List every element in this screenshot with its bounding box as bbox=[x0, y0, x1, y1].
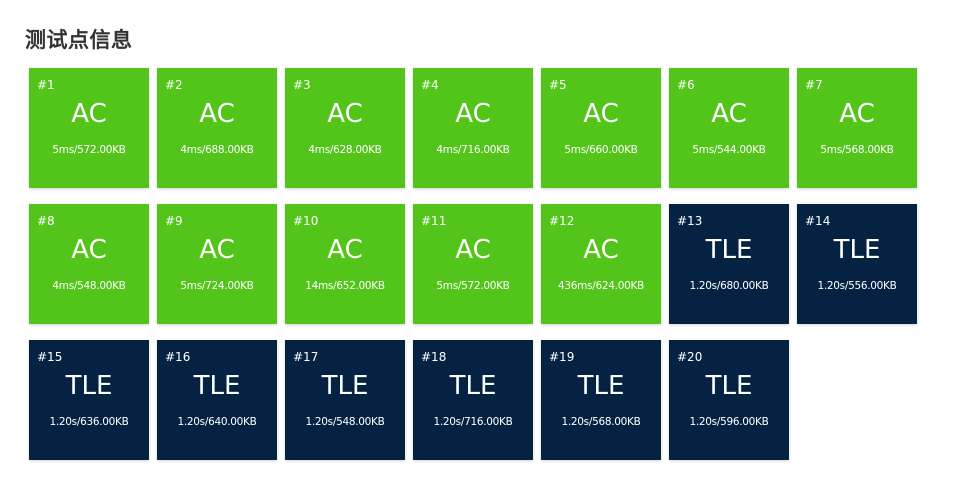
testcase-resources: 5ms/572.00KB bbox=[52, 144, 126, 156]
testcase-resources: 4ms/688.00KB bbox=[180, 144, 254, 156]
testcase-status: TLE bbox=[833, 235, 881, 265]
testcase-tile[interactable]: #8 AC 4ms/548.00KB bbox=[29, 204, 149, 324]
testcase-status: AC bbox=[455, 99, 491, 129]
testcase-resources: 4ms/716.00KB bbox=[436, 144, 510, 156]
testcase-number: #8 bbox=[37, 214, 55, 228]
testcase-resources: 1.20s/556.00KB bbox=[817, 280, 897, 292]
section-title: 测试点信息 bbox=[25, 28, 133, 52]
testcase-resources: 4ms/628.00KB bbox=[308, 144, 382, 156]
testcase-number: #18 bbox=[421, 350, 447, 364]
testcase-status: AC bbox=[839, 99, 875, 129]
testcase-status: AC bbox=[199, 235, 235, 265]
testcase-resources: 1.20s/548.00KB bbox=[305, 416, 385, 428]
testcase-resources: 4ms/548.00KB bbox=[52, 280, 126, 292]
testcase-resources: 5ms/544.00KB bbox=[692, 144, 766, 156]
testcase-number: #6 bbox=[677, 78, 695, 92]
testcase-status: AC bbox=[327, 99, 363, 129]
testcase-tile[interactable]: #19 TLE 1.20s/568.00KB bbox=[541, 340, 661, 460]
testcase-status: TLE bbox=[321, 371, 369, 401]
testcase-status: TLE bbox=[449, 371, 497, 401]
testcase-status: TLE bbox=[65, 371, 113, 401]
testcase-resources: 1.20s/636.00KB bbox=[49, 416, 129, 428]
testcase-number: #17 bbox=[293, 350, 319, 364]
testcase-resources: 1.20s/640.00KB bbox=[177, 416, 257, 428]
testcase-number: #12 bbox=[549, 214, 575, 228]
testcase-tile[interactable]: #20 TLE 1.20s/596.00KB bbox=[669, 340, 789, 460]
testcase-tile[interactable]: #6 AC 5ms/544.00KB bbox=[669, 68, 789, 188]
testcase-tile[interactable]: #16 TLE 1.20s/640.00KB bbox=[157, 340, 277, 460]
testcase-number: #15 bbox=[37, 350, 63, 364]
testcase-number: #2 bbox=[165, 78, 183, 92]
testcase-tile[interactable]: #4 AC 4ms/716.00KB bbox=[413, 68, 533, 188]
testcase-number: #20 bbox=[677, 350, 703, 364]
testcase-number: #7 bbox=[805, 78, 823, 92]
testcase-number: #5 bbox=[549, 78, 567, 92]
testcase-tile[interactable]: #13 TLE 1.20s/680.00KB bbox=[669, 204, 789, 324]
testcase-status: AC bbox=[583, 235, 619, 265]
testcase-tile[interactable]: #17 TLE 1.20s/548.00KB bbox=[285, 340, 405, 460]
testcase-tile[interactable]: #14 TLE 1.20s/556.00KB bbox=[797, 204, 917, 324]
testcase-resources: 1.20s/596.00KB bbox=[689, 416, 769, 428]
testcase-number: #4 bbox=[421, 78, 439, 92]
testcase-status: TLE bbox=[577, 371, 625, 401]
testcase-resources: 5ms/724.00KB bbox=[180, 280, 254, 292]
testcase-tile[interactable]: #18 TLE 1.20s/716.00KB bbox=[413, 340, 533, 460]
testcase-number: #14 bbox=[805, 214, 831, 228]
testcase-status: AC bbox=[455, 235, 491, 265]
testcase-resources: 1.20s/680.00KB bbox=[689, 280, 769, 292]
testcase-tile[interactable]: #3 AC 4ms/628.00KB bbox=[285, 68, 405, 188]
testcase-tile[interactable]: #7 AC 5ms/568.00KB bbox=[797, 68, 917, 188]
testcase-number: #16 bbox=[165, 350, 191, 364]
testcase-resources: 14ms/652.00KB bbox=[305, 280, 385, 292]
testcase-status: TLE bbox=[705, 371, 753, 401]
testcase-tile[interactable]: #9 AC 5ms/724.00KB bbox=[157, 204, 277, 324]
testcase-number: #3 bbox=[293, 78, 311, 92]
testcase-status: AC bbox=[71, 235, 107, 265]
testcase-tile[interactable]: #2 AC 4ms/688.00KB bbox=[157, 68, 277, 188]
testcase-tile[interactable]: #12 AC 436ms/624.00KB bbox=[541, 204, 661, 324]
testcase-number: #1 bbox=[37, 78, 55, 92]
testcase-resources: 5ms/660.00KB bbox=[564, 144, 638, 156]
testcase-tile[interactable]: #5 AC 5ms/660.00KB bbox=[541, 68, 661, 188]
testcase-tile[interactable]: #1 AC 5ms/572.00KB bbox=[29, 68, 149, 188]
testcase-resources: 1.20s/568.00KB bbox=[561, 416, 641, 428]
testcase-number: #19 bbox=[549, 350, 575, 364]
testcase-number: #13 bbox=[677, 214, 703, 228]
testcase-number: #11 bbox=[421, 214, 447, 228]
testcase-grid: #1 AC 5ms/572.00KB #2 AC 4ms/688.00KB #3 AC 4ms/… bbox=[29, 68, 917, 460]
testcase-number: #10 bbox=[293, 214, 319, 228]
testcase-status: AC bbox=[199, 99, 235, 129]
testcase-tile[interactable]: #11 AC 5ms/572.00KB bbox=[413, 204, 533, 324]
testcase-status: AC bbox=[583, 99, 619, 129]
testcase-status: TLE bbox=[193, 371, 241, 401]
testcase-status: AC bbox=[711, 99, 747, 129]
testcase-resources: 5ms/568.00KB bbox=[820, 144, 894, 156]
testcase-resources: 5ms/572.00KB bbox=[436, 280, 510, 292]
testcase-resources: 1.20s/716.00KB bbox=[433, 416, 513, 428]
testcase-resources: 436ms/624.00KB bbox=[558, 280, 644, 292]
testcase-tile[interactable]: #10 AC 14ms/652.00KB bbox=[285, 204, 405, 324]
testcase-number: #9 bbox=[165, 214, 183, 228]
testcase-status: AC bbox=[71, 99, 107, 129]
testcase-status: TLE bbox=[705, 235, 753, 265]
testcase-status: AC bbox=[327, 235, 363, 265]
testcase-tile[interactable]: #15 TLE 1.20s/636.00KB bbox=[29, 340, 149, 460]
